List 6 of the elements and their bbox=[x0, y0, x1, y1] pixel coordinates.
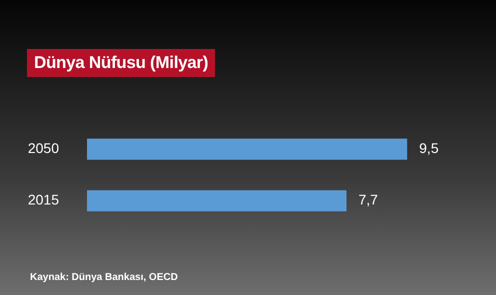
data-label: 7,7 bbox=[358, 192, 378, 208]
y-tick-label: 2050 bbox=[28, 140, 60, 156]
text: Kaynak: Dünya Bankası, OECD bbox=[30, 272, 178, 283]
chart-title: Dünya Nüfusu (Milyar) bbox=[27, 49, 216, 77]
data-label: 9,5 bbox=[419, 140, 439, 156]
y-tick-label: 2015 bbox=[28, 192, 60, 208]
